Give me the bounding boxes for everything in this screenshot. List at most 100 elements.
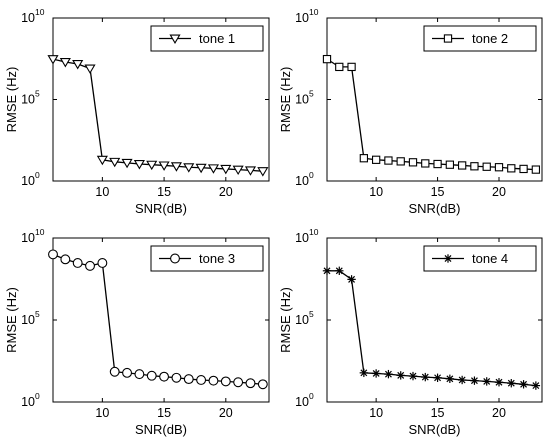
data-point bbox=[207, 164, 220, 174]
data-point bbox=[335, 62, 344, 72]
data-point bbox=[531, 381, 541, 390]
data-point bbox=[457, 375, 467, 385]
data-point bbox=[220, 164, 232, 175]
y-tick-label: 10 bbox=[295, 313, 309, 327]
x-tick-label: 20 bbox=[492, 406, 506, 420]
x-axis-label: SNR(dB) bbox=[408, 201, 460, 216]
x-axis-label: SNR(dB) bbox=[135, 422, 187, 437]
x-tick-label: 10 bbox=[369, 406, 383, 420]
x-tick-label: 15 bbox=[157, 185, 171, 199]
data-point bbox=[59, 57, 71, 68]
y-tick-label: 10 bbox=[21, 395, 35, 409]
x-tick-label: 15 bbox=[431, 185, 445, 199]
y-axis-label: RMSE (Hz) bbox=[4, 287, 19, 353]
x-tick-label: 20 bbox=[219, 406, 233, 420]
data-point bbox=[494, 378, 504, 387]
data-point bbox=[494, 163, 504, 172]
data-point bbox=[146, 160, 158, 171]
data-point bbox=[60, 254, 71, 265]
data-point bbox=[183, 374, 194, 385]
data-point bbox=[232, 165, 244, 176]
x-tick-label: 10 bbox=[369, 185, 383, 199]
data-point bbox=[408, 371, 418, 381]
data-point bbox=[158, 161, 170, 171]
data-point bbox=[384, 369, 393, 379]
y-tick-label: 10 bbox=[21, 93, 35, 107]
data-point bbox=[482, 162, 491, 171]
y-tick-label: 10 bbox=[295, 93, 309, 107]
data-point bbox=[408, 158, 418, 167]
y-tick-exponent: 10 bbox=[35, 227, 45, 237]
y-axis-label: RMSE (Hz) bbox=[278, 287, 293, 353]
data-point bbox=[347, 275, 356, 284]
data-point bbox=[322, 266, 332, 275]
data-point bbox=[72, 258, 83, 268]
data-point bbox=[507, 164, 516, 173]
legend-label: tone 1 bbox=[199, 31, 235, 46]
data-point bbox=[170, 253, 180, 264]
data-point bbox=[47, 55, 59, 65]
data-point bbox=[169, 34, 181, 44]
legend-label: tone 3 bbox=[199, 251, 235, 266]
x-tick-label: 20 bbox=[219, 185, 233, 199]
data-point bbox=[445, 160, 455, 169]
data-point bbox=[322, 54, 332, 64]
y-tick-exponent: 10 bbox=[35, 7, 45, 17]
data-point bbox=[396, 371, 405, 380]
data-point bbox=[171, 372, 182, 383]
y-tick-exponent: 0 bbox=[309, 170, 314, 180]
data-point bbox=[433, 373, 442, 382]
y-tick-exponent: 0 bbox=[309, 391, 314, 401]
y-tick-label: 10 bbox=[21, 11, 35, 25]
y-tick-exponent: 5 bbox=[309, 89, 314, 99]
y-tick-label: 10 bbox=[295, 11, 309, 25]
data-point bbox=[122, 367, 133, 378]
y-tick-label: 10 bbox=[21, 174, 35, 188]
y-tick-exponent: 0 bbox=[35, 170, 40, 180]
data-point bbox=[121, 158, 133, 169]
data-point bbox=[245, 378, 256, 389]
x-tick-label: 20 bbox=[492, 185, 506, 199]
data-point bbox=[72, 60, 84, 70]
y-tick-label: 10 bbox=[295, 231, 309, 245]
y-tick-exponent: 10 bbox=[309, 227, 319, 237]
data-point bbox=[445, 374, 455, 383]
data-point bbox=[347, 62, 356, 72]
data-point bbox=[195, 163, 207, 174]
data-point bbox=[457, 161, 467, 170]
data-point bbox=[433, 159, 442, 169]
data-point bbox=[519, 164, 528, 174]
data-point bbox=[159, 371, 170, 382]
data-point bbox=[371, 155, 381, 164]
legend-label: tone 4 bbox=[472, 251, 508, 266]
data-point bbox=[359, 368, 369, 378]
y-tick-exponent: 5 bbox=[35, 309, 40, 319]
x-tick-label: 10 bbox=[95, 185, 109, 199]
data-point bbox=[84, 64, 96, 74]
data-point bbox=[519, 380, 528, 389]
data-point bbox=[384, 156, 393, 165]
data-point bbox=[531, 165, 541, 174]
x-axis-label: SNR(dB) bbox=[408, 422, 460, 437]
y-tick-exponent: 5 bbox=[309, 309, 314, 319]
data-point bbox=[134, 369, 145, 380]
data-point bbox=[421, 372, 430, 382]
y-tick-label: 10 bbox=[295, 395, 309, 409]
x-tick-label: 15 bbox=[431, 406, 445, 420]
y-tick-exponent: 0 bbox=[35, 391, 40, 401]
data-point bbox=[470, 376, 479, 385]
data-point bbox=[244, 166, 257, 176]
data-point bbox=[109, 366, 120, 377]
data-point bbox=[96, 155, 108, 166]
data-point bbox=[97, 258, 108, 268]
data-point bbox=[359, 154, 369, 163]
y-axis-label: RMSE (Hz) bbox=[278, 67, 293, 133]
x-axis-label: SNR(dB) bbox=[135, 201, 187, 216]
data-point bbox=[371, 369, 381, 378]
data-point bbox=[208, 375, 219, 386]
